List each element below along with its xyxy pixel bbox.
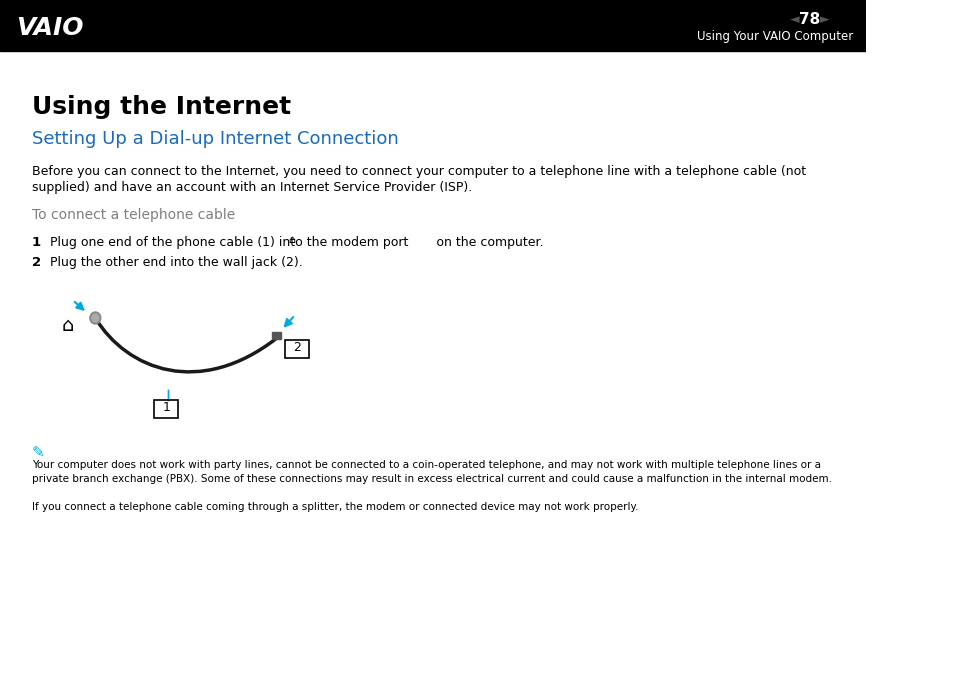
Text: Setting Up a Dial-up Internet Connection: Setting Up a Dial-up Internet Connection [31,130,398,148]
Text: ⌂: ⌂ [288,235,294,245]
Text: 1: 1 [31,236,41,249]
Text: 2: 2 [31,256,41,269]
Text: supplied) and have an account with an Internet Service Provider (ISP).: supplied) and have an account with an In… [31,181,472,194]
Circle shape [91,314,99,322]
Bar [0,0,865,51]
Bar [273,332,281,339]
Text: ►: ► [819,13,829,26]
Text: ◄: ◄ [789,13,799,26]
Text: private branch exchange (PBX). Some of these connections may result in excess el: private branch exchange (PBX). Some of t… [31,474,831,484]
Text: 1: 1 [162,401,170,414]
Text: VAIO: VAIO [16,16,84,40]
Circle shape [90,312,101,324]
Text: If you connect a telephone cable coming through a splitter, the modem or connect: If you connect a telephone cable coming … [31,502,638,512]
Bar [285,340,309,358]
Text: Plug the other end into the wall jack (2).: Plug the other end into the wall jack (2… [50,256,302,269]
Text: Using Your VAIO Computer: Using Your VAIO Computer [697,30,853,43]
Text: To connect a telephone cable: To connect a telephone cable [31,208,234,222]
Text: Using the Internet: Using the Internet [31,95,291,119]
Bar [154,400,178,418]
Text: Before you can connect to the Internet, you need to connect your computer to a t: Before you can connect to the Internet, … [31,165,805,178]
Text: Your computer does not work with party lines, cannot be connected to a coin-oper: Your computer does not work with party l… [31,460,820,470]
Text: 2: 2 [293,341,300,354]
Text: ✎: ✎ [31,445,45,460]
Text: Plug one end of the phone cable (1) into the modem port       on the computer.: Plug one end of the phone cable (1) into… [50,236,543,249]
Text: 78: 78 [799,11,820,27]
Text: ⌂: ⌂ [62,316,74,335]
